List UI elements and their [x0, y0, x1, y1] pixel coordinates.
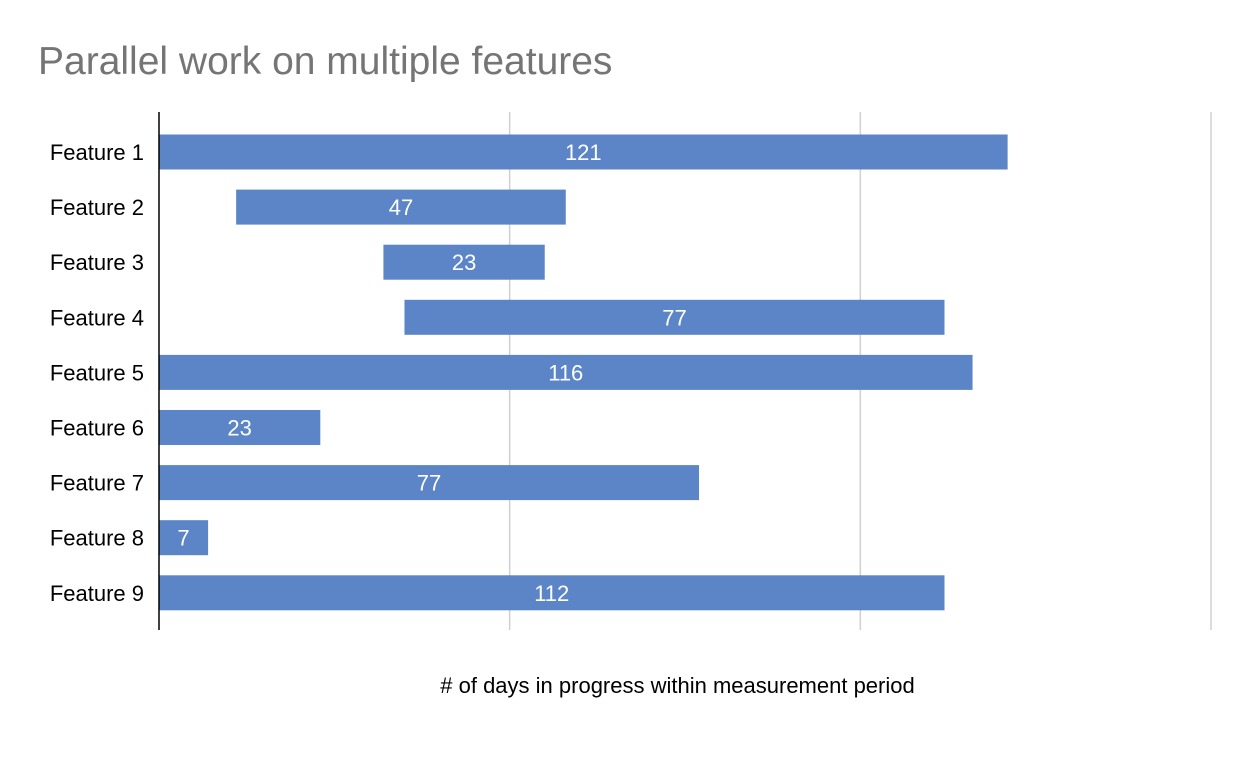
bar-value-label: 77 [417, 471, 441, 496]
category-label: Feature 6 [50, 416, 144, 441]
bar-value-label: 7 [177, 526, 189, 551]
bar-value-label: 23 [452, 250, 476, 275]
bar [159, 575, 945, 611]
bar-value-label: 77 [662, 305, 686, 330]
category-label: Feature 4 [50, 305, 144, 330]
bar [159, 465, 700, 501]
x-axis-label: # of days in progress within measurement… [440, 673, 915, 698]
category-label: Feature 2 [50, 195, 144, 220]
bar [404, 299, 945, 335]
bar [159, 520, 209, 556]
category-labels: Feature 1 Feature 2 Feature 3 Feature 4 Feat… [50, 140, 144, 606]
category-label: Feature 8 [50, 526, 144, 551]
bar [159, 410, 321, 445]
bar-value-label: 47 [389, 195, 413, 220]
category-label: Feature 7 [50, 471, 144, 496]
bar-value-label: 116 [548, 360, 583, 385]
chart-title: Parallel work on multiple features [38, 40, 613, 83]
bar [159, 134, 1008, 170]
category-label: Feature 3 [50, 250, 144, 275]
bar-value-label: 112 [534, 581, 569, 606]
category-label: Feature 5 [50, 360, 144, 385]
category-label: Feature 9 [50, 581, 144, 606]
bar-value-label: 121 [565, 140, 602, 165]
category-label: Feature 1 [50, 140, 144, 165]
bar [159, 354, 973, 390]
bar [383, 244, 545, 280]
bar-value-label: 23 [227, 416, 251, 441]
bar [236, 189, 566, 225]
